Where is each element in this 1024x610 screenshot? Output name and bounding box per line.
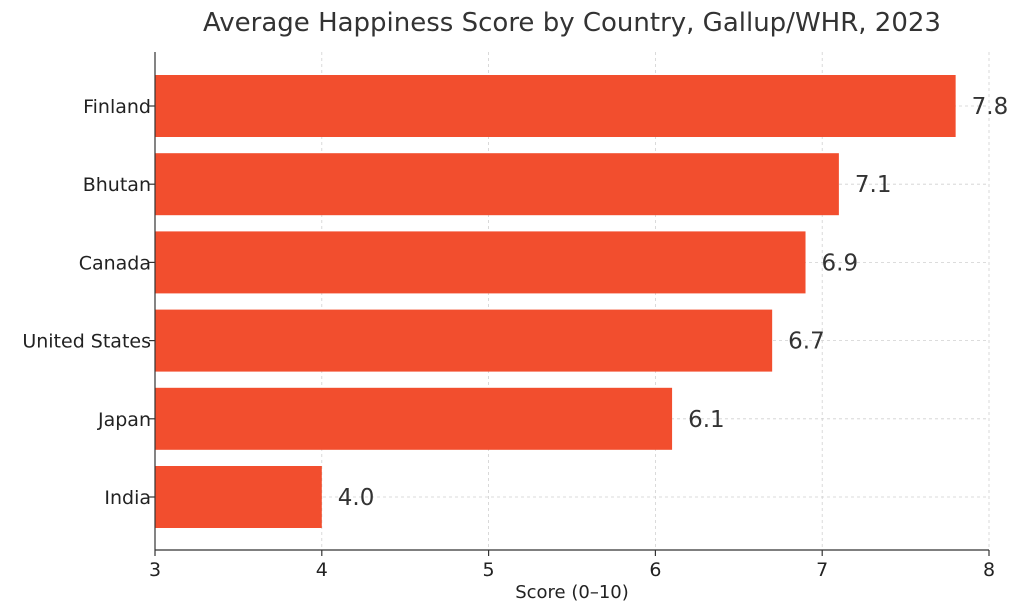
bar-value-label: 4.0	[338, 485, 375, 511]
bar	[155, 153, 839, 216]
bar-value-label: 7.1	[855, 172, 892, 198]
x-tick-label: 5	[483, 559, 495, 581]
y-category-label: Bhutan	[83, 174, 151, 196]
y-category-label: United States	[22, 331, 151, 353]
bar	[155, 75, 956, 137]
x-axis-label: Score (0–10)	[515, 582, 629, 603]
x-tick-label: 8	[983, 559, 995, 581]
bars	[155, 75, 956, 528]
axes	[154, 52, 989, 551]
bar	[155, 309, 773, 372]
x-tick-label: 6	[649, 559, 661, 581]
bar	[155, 231, 806, 294]
y-category-label: Canada	[79, 252, 151, 274]
x-tick-label: 4	[316, 559, 328, 581]
y-category-label: Finland	[83, 96, 151, 118]
bar	[155, 387, 673, 450]
x-tick-label: 7	[816, 559, 828, 581]
bar-value-label: 6.1	[688, 407, 725, 433]
x-tick-label: 3	[149, 559, 161, 581]
chart-title: Average Happiness Score by Country, Gall…	[203, 8, 941, 38]
bar-value-label: 6.7	[788, 329, 825, 355]
y-category-label: India	[104, 487, 151, 509]
labels: 3 4 5 6 7 8 Finland 7.8 Bhutan 7.1 Canada 6.9 United…	[22, 94, 1008, 581]
bar-value-label: 7.8	[972, 94, 1009, 120]
bar	[155, 466, 322, 528]
bar-value-label: 6.9	[822, 250, 859, 276]
y-category-label: Japan	[97, 409, 151, 431]
